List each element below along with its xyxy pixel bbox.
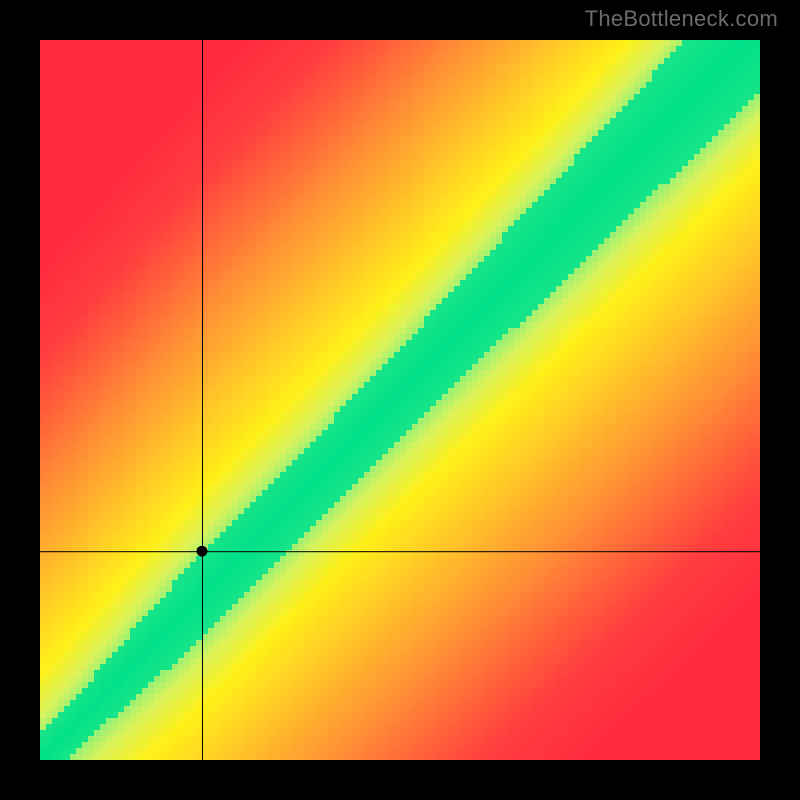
chart-container: TheBottleneck.com [0,0,800,800]
watermark-text: TheBottleneck.com [585,6,778,32]
bottleneck-heatmap [40,40,760,760]
